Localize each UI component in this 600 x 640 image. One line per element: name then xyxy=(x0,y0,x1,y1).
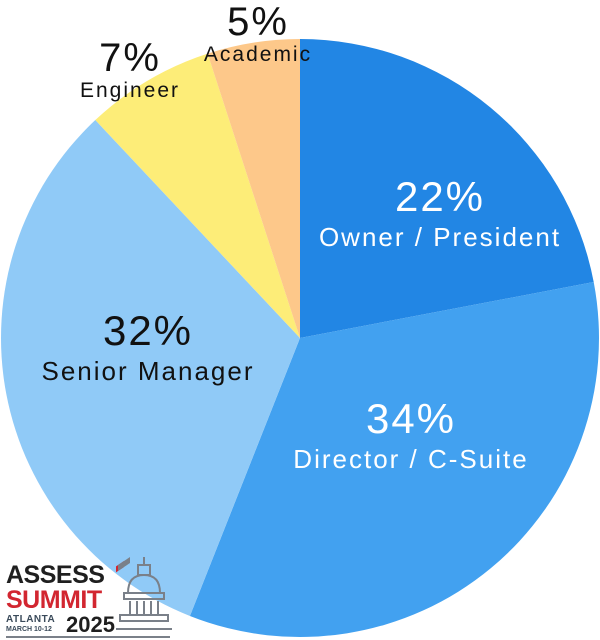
logo-line-assess: ASSESS xyxy=(6,561,105,589)
slice-name: Owner / President xyxy=(318,222,562,252)
slice-name: Senior Manager xyxy=(41,356,255,386)
pie-slice-engineer xyxy=(95,53,300,338)
logo-line-summit: SUMMIT xyxy=(6,586,102,614)
slice-percent: 7% xyxy=(99,36,161,80)
pie-slice-owner-president xyxy=(300,39,594,338)
pie-slice-academic xyxy=(207,39,300,338)
slice-percent: 5% xyxy=(227,0,289,44)
slice-label-senior-manager: 32% Senior Manager xyxy=(41,307,255,386)
slice-percent: 34% xyxy=(365,395,457,442)
slice-label-academic: 5% Academic xyxy=(204,2,312,65)
slice-name: Engineer xyxy=(79,79,181,102)
pie-slice-senior-manager xyxy=(1,120,300,616)
logo-year: 2025 xyxy=(66,612,115,637)
slice-percent: 22% xyxy=(394,173,486,220)
slice-label-owner-president: 22% Owner / President xyxy=(318,173,562,252)
pie-slice-director-c-suite xyxy=(189,281,599,637)
slice-label-director-csuite: 34% Director / C-Suite xyxy=(293,395,529,474)
slice-name: Academic xyxy=(203,43,313,66)
capitol-dome-icon xyxy=(116,557,172,630)
slice-label-engineer: 7% Engineer xyxy=(80,38,180,101)
slice-percent: 32% xyxy=(102,307,194,354)
logo-dates: MARCH 10-12 xyxy=(6,626,52,633)
logo-underline xyxy=(6,636,170,638)
assess-summit-logo: ASSESS SUMMIT ATLANTA MARCH 10-12 2025 xyxy=(4,555,194,640)
slice-name: Director / C-Suite xyxy=(293,444,529,474)
logo-city: ATLANTA xyxy=(6,614,56,625)
